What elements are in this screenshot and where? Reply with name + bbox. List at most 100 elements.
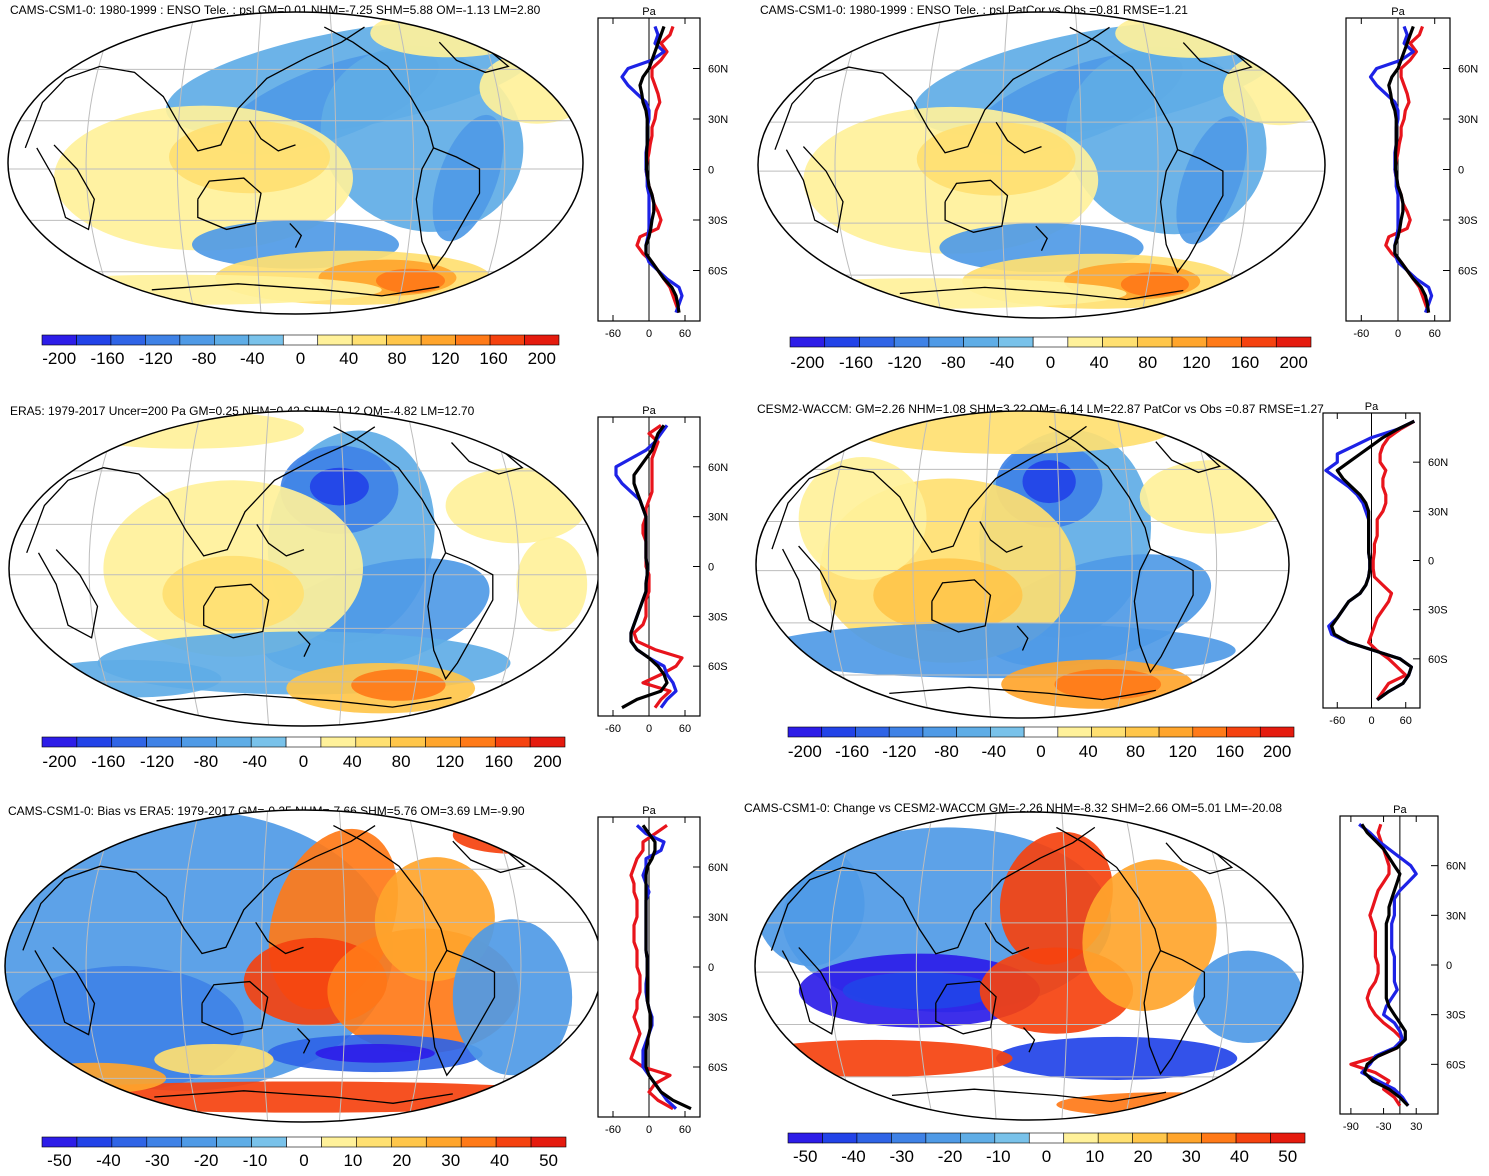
anomaly-field (1120, 272, 1189, 297)
profile-ytick-label: 30N (708, 912, 728, 924)
colorbar-swatch (356, 1136, 392, 1148)
profile-ytick-label: 30N (1458, 114, 1478, 126)
anomaly-field (452, 919, 573, 1076)
colorbar-swatch (286, 1136, 322, 1148)
colorbar-swatch (214, 334, 250, 346)
colorbar-label: 0 (1036, 742, 1045, 761)
anomaly-field (755, 842, 865, 967)
coastline (1069, 26, 1179, 150)
profile-xtick-label: -60 (1353, 328, 1369, 340)
coastline (428, 949, 496, 1077)
colorbar-label: 80 (1138, 353, 1157, 372)
coastline (984, 922, 1030, 955)
profile-xtick-label: 0 (1395, 328, 1401, 340)
profile-ytick-label: 30N (708, 114, 728, 126)
colorbar-swatch (925, 1132, 961, 1144)
panel-title: CAMS-CSM1-0: Change vs CESM2-WACCM GM=-2… (744, 801, 1282, 815)
colorbar-swatch (460, 736, 496, 748)
profile-xtick-label: -60 (605, 328, 621, 340)
colorbar-swatch (76, 736, 113, 748)
colorbar-label: 120 (436, 752, 464, 771)
profile-xtick-label: 60 (679, 1124, 691, 1136)
colorbar-swatch (1192, 726, 1227, 738)
colorbar: -50 -40 -30 -20 -10 0 10 20 30 40 50 (787, 1132, 1306, 1166)
zonal-profile: Pa -60 0 60 60N 30N 0 30S 60S (597, 405, 728, 735)
profile-ytick-label: 30S (1446, 1010, 1466, 1022)
colorbar-swatch (111, 736, 147, 748)
profile-ytick-label: 60S (1446, 1059, 1466, 1071)
colorbar-label: 50 (1278, 1147, 1297, 1166)
map-outline (757, 11, 1326, 319)
colorbar-label: 80 (1126, 742, 1145, 761)
colorbar-label: 20 (1134, 1147, 1153, 1166)
colorbar-swatch (990, 726, 1025, 738)
longitude-gridline (182, 411, 202, 726)
colorbar-label: 0 (1042, 1147, 1051, 1166)
profile-ytick-label: 0 (708, 165, 714, 177)
colorbar-swatch (928, 336, 964, 348)
colorbar-swatch (320, 736, 357, 748)
colorbar-swatch (1206, 336, 1242, 348)
colorbar-label: 10 (343, 1151, 362, 1170)
colorbar-swatch (282, 334, 319, 346)
longitude-gridline (1001, 12, 1008, 318)
panel-title: CAMS-CSM1-0: 1980-1999 : ENSO Tele. : ps… (760, 3, 1188, 17)
colorbar-swatch (1102, 336, 1138, 348)
profile-unit-label: Pa (642, 805, 656, 817)
longitude-gridline (984, 411, 992, 718)
colorbar-swatch (787, 726, 823, 738)
colorbar-swatch (891, 1132, 927, 1144)
anomaly-field (351, 669, 446, 701)
profile-series-black (641, 824, 692, 1111)
panel-p3: ERA5: 1979-2017 Uncer=200 Pa GM=0.25 NHM… (8, 404, 728, 771)
zonal-profile: Pa -60 0 60 60N 30N 0 30S 60S (597, 805, 728, 1136)
colorbar-swatch (425, 1136, 462, 1148)
colorbar-label: 40 (490, 1151, 509, 1170)
colorbar-label: -200 (790, 353, 824, 372)
anomaly-field (5, 1081, 602, 1113)
colorbar-swatch (1097, 1132, 1133, 1144)
colorbar-swatch (821, 726, 856, 738)
profile-series-red (629, 823, 674, 1111)
profile-unit-label: Pa (1391, 6, 1405, 18)
colorbar-swatch (789, 336, 826, 348)
colorbar-label: 120 (431, 349, 459, 368)
profile-ytick-label: 0 (1458, 165, 1464, 177)
anomaly-field (1056, 1092, 1276, 1117)
colorbar: -200 -160 -120 -80 -40 0 40 80 120 160 200 (789, 336, 1312, 372)
coastline (979, 521, 1023, 553)
colorbar-swatch (1132, 1132, 1168, 1144)
coastline (1159, 149, 1224, 274)
colorbar: -50 -40 -30 -20 -10 0 10 20 30 40 50 (41, 1136, 567, 1170)
colorbar-label: -80 (192, 349, 217, 368)
colorbar-label: -50 (47, 1151, 72, 1170)
profile-xtick-label: 60 (679, 328, 691, 340)
anomaly-field (842, 972, 997, 1010)
colorbar-label: -10 (243, 1151, 268, 1170)
colorbar-swatch (963, 336, 999, 348)
colorbar-label: -40 (990, 353, 1015, 372)
colorbar-swatch (425, 736, 461, 748)
coastline (774, 26, 1110, 154)
colorbar-label: -160 (91, 752, 125, 771)
coastline (203, 583, 270, 639)
profile-ytick-label: 60N (1446, 861, 1466, 873)
profile-xtick-label: 0 (646, 328, 652, 340)
colorbar-swatch (420, 334, 456, 346)
colorbar-swatch (998, 336, 1034, 348)
profile-series-red (1349, 823, 1405, 1107)
coastline (889, 686, 1156, 701)
coastline (34, 946, 96, 1036)
colorbar-swatch (181, 736, 217, 748)
coastline (151, 283, 440, 297)
coastline (333, 825, 448, 951)
colorbar-swatch (530, 1136, 567, 1148)
colorbar-label: -40 (240, 349, 265, 368)
colorbar-swatch (216, 736, 252, 748)
anomaly-field (755, 1039, 1013, 1077)
longitude-gridline (1061, 812, 1069, 1120)
longitude-gridline (395, 12, 415, 314)
colorbar-swatch (1171, 336, 1208, 348)
colorbar-label: 50 (539, 1151, 558, 1170)
colorbar-label: -40 (96, 1151, 121, 1170)
